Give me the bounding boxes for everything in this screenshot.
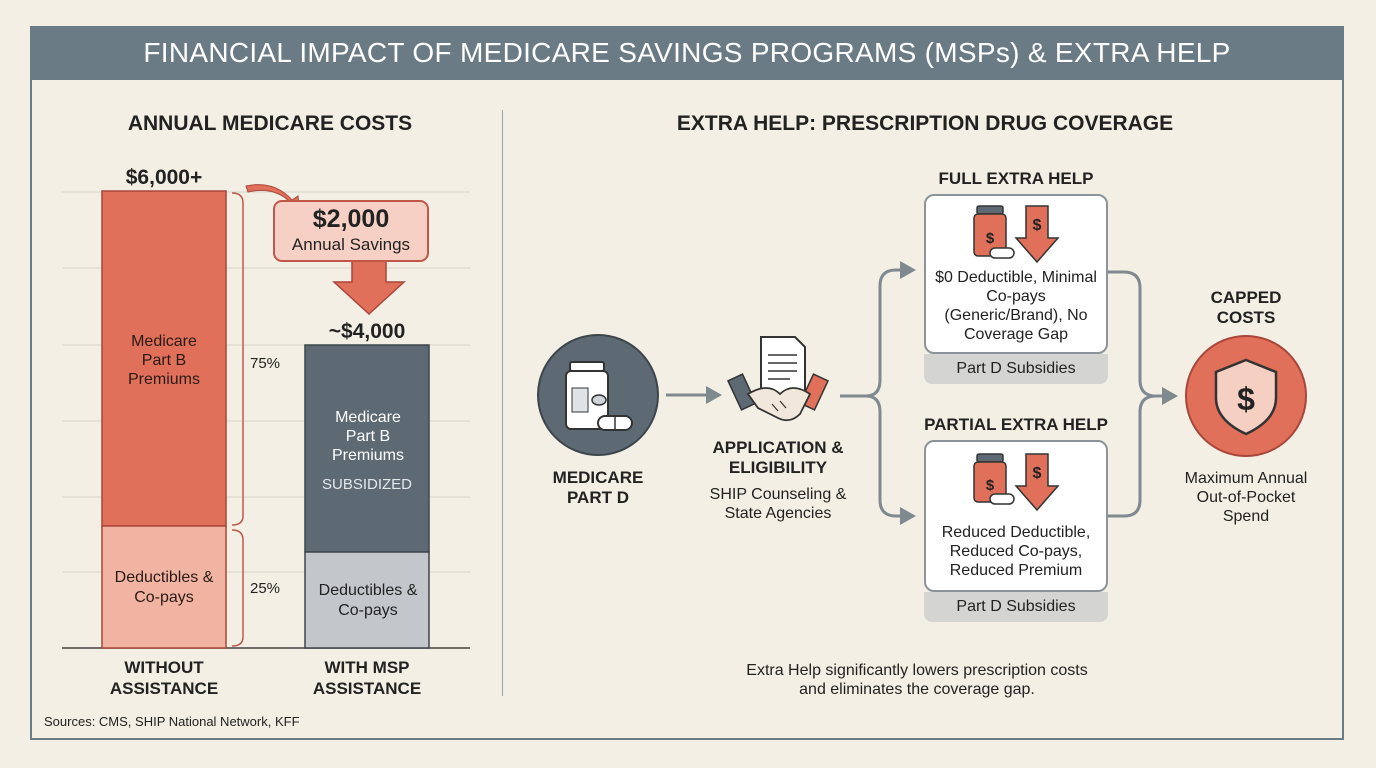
with-deductibles-label: Deductibles & Co-pays — [318, 582, 418, 619]
dollar-arrow-down-icon: $ — [1014, 453, 1060, 512]
with-deductibles-bar — [304, 551, 430, 649]
with-premiums-label: Medicare Part B Premiums — [331, 409, 404, 464]
savings-amount: $2,000 — [312, 205, 390, 233]
arrow-right-icon — [666, 386, 722, 404]
svg-text:$: $ — [1033, 217, 1042, 234]
capped-title: CAPPED COSTS — [1210, 288, 1282, 327]
without-total-label: $6,000+ — [125, 166, 203, 189]
savings-box — [273, 200, 429, 262]
without-caption: WITHOUT ASSISTANCE — [109, 658, 219, 698]
partial-extra-help-card — [924, 440, 1108, 592]
page-title: FINANCIAL IMPACT OF MEDICARE SAVINGS PRO… — [143, 37, 1231, 68]
handshake-icon — [726, 373, 830, 422]
with-premiums-bar — [304, 344, 430, 553]
svg-text:$: $ — [986, 477, 995, 494]
pill-bottle-icon — [565, 361, 633, 431]
split-connector — [840, 268, 902, 398]
pill-bottle-icon: $ — [973, 205, 1015, 259]
savings-label: Annual Savings — [291, 235, 411, 254]
svg-text:$: $ — [1033, 465, 1042, 482]
document-icon — [760, 336, 806, 396]
partial-extra-help-title: PARTIAL EXTRA HELP — [924, 415, 1108, 434]
part-d-label: MEDICARE PART D — [552, 468, 644, 507]
with-caption: WITH MSP ASSISTANCE — [312, 658, 422, 698]
without-deductibles-bar — [101, 525, 227, 649]
premiums-bracket — [231, 192, 244, 526]
full-extra-help-card — [924, 194, 1108, 354]
dollar-arrow-down-icon: $ — [1014, 205, 1060, 264]
deductibles-percent: 25% — [250, 580, 281, 597]
full-subsidy-band: Part D Subsidies — [924, 354, 1108, 384]
partial-extra-help-desc: Reduced Deductible, Reduced Co-pays, Red… — [941, 524, 1091, 579]
pill-bottle-icon: $ — [973, 453, 1015, 505]
partial-subsidy-label: Part D Subsidies — [956, 598, 1076, 615]
with-subsidized-label: SUBSIDIZED — [321, 476, 412, 493]
application-title: APPLICATION & ELIGIBILITY — [712, 438, 844, 477]
deductibles-bracket — [231, 529, 244, 647]
full-extra-help-desc: $0 Deductible, Minimal Co-pays (Generic/… — [935, 269, 1097, 343]
merge-connector — [1108, 270, 1164, 398]
section-divider — [502, 110, 503, 696]
without-deductibles-label: Deductibles & Co-pays — [114, 569, 214, 606]
svg-text:$: $ — [1237, 381, 1255, 417]
with-total-label: ~$4,000 — [328, 320, 406, 343]
left-heading: ANNUAL MEDICARE COSTS — [127, 112, 413, 135]
right-heading: EXTRA HELP: PRESCRIPTION DRUG COVERAGE — [676, 112, 1174, 135]
application-desc: SHIP Counseling & State Agencies — [709, 486, 847, 522]
full-extra-help-title: FULL EXTRA HELP — [938, 169, 1094, 188]
without-premiums-label: Medicare Part B Premiums — [127, 333, 200, 388]
full-subsidy-label: Part D Subsidies — [956, 360, 1076, 377]
sources-note: Sources: CMS, SHIP National Network, KFF — [44, 714, 300, 729]
title-bar: FINANCIAL IMPACT OF MEDICARE SAVINGS PRO… — [30, 26, 1344, 80]
without-premiums-bar — [101, 190, 227, 527]
partial-subsidy-band: Part D Subsidies — [924, 592, 1108, 622]
shield-dollar-icon: $ — [1214, 358, 1278, 436]
premiums-percent: 75% — [250, 355, 281, 372]
svg-text:$: $ — [986, 230, 995, 247]
infographic-frame — [30, 26, 1344, 740]
extra-help-footnote: Extra Help significantly lowers prescrip… — [746, 662, 1088, 698]
capped-desc: Maximum Annual Out-of-Pocket Spend — [1184, 470, 1308, 525]
